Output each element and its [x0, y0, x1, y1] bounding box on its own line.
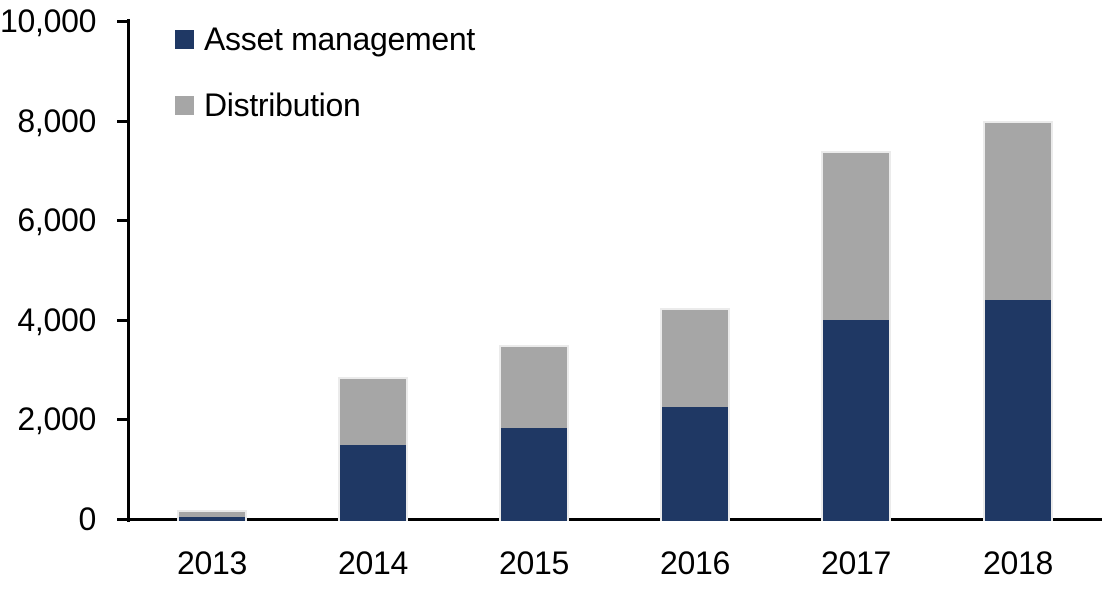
bar-segment-2017-asset-management — [823, 319, 889, 521]
bar-segment-2015-asset-management — [501, 427, 567, 521]
legend-label-distribution: Distribution — [204, 87, 361, 123]
x-axis-tick-label: 2018 — [983, 545, 1053, 581]
bar-segment-2018-asset-management — [985, 300, 1051, 521]
x-axis-tick-label: 2017 — [821, 545, 891, 581]
bar-segment-2013-distribution — [179, 512, 245, 518]
bar-stack-2014 — [338, 377, 408, 521]
bar-stack-2013 — [177, 510, 247, 521]
legend-item-distribution: Distribution — [175, 87, 475, 123]
y-axis-line — [127, 19, 130, 522]
bar-segment-2014-distribution — [340, 378, 406, 445]
x-axis-line — [117, 518, 1102, 521]
chart-legend: Asset management Distribution — [175, 21, 475, 159]
x-axis-tick-label: 2013 — [177, 545, 247, 581]
y-axis-tick-label: 2,000 — [17, 401, 96, 437]
legend-item-asset-management: Asset management — [175, 21, 475, 57]
bar-segment-2016-distribution — [662, 309, 728, 407]
y-axis-tick-label: 8,000 — [17, 103, 96, 139]
bar-stack-2015 — [499, 345, 569, 521]
y-axis-tick — [117, 120, 129, 123]
bar-segment-2017-distribution — [823, 153, 889, 320]
bar-segment-2014-asset-management — [340, 444, 406, 521]
y-axis-tick — [117, 319, 129, 322]
bar-stack-2018 — [983, 121, 1053, 521]
x-axis-tick-label: 2015 — [499, 545, 569, 581]
y-axis-tick-label: 4,000 — [17, 302, 96, 338]
x-axis-tick-label: 2016 — [660, 545, 730, 581]
bar-stack-2016 — [660, 308, 730, 521]
asset-management-swatch-icon — [175, 29, 194, 49]
x-axis-tick-label: 2014 — [338, 545, 408, 581]
bar-stack-2017 — [821, 151, 891, 521]
legend-label-asset-management: Asset management — [204, 21, 475, 57]
bar-segment-2016-asset-management — [662, 406, 728, 521]
y-axis-tick — [117, 219, 129, 222]
y-axis-tick — [117, 418, 129, 421]
bar-segment-2018-distribution — [985, 122, 1051, 301]
bar-segment-2013-asset-management — [179, 517, 245, 521]
bar-segment-2015-distribution — [501, 346, 567, 428]
y-axis-tick-label: 6,000 — [17, 202, 96, 238]
y-axis-tick — [117, 20, 129, 23]
distribution-swatch-icon — [175, 95, 194, 115]
y-axis-tick-label: 10,000 — [0, 3, 97, 39]
y-axis-tick-label: 0 — [78, 501, 97, 537]
